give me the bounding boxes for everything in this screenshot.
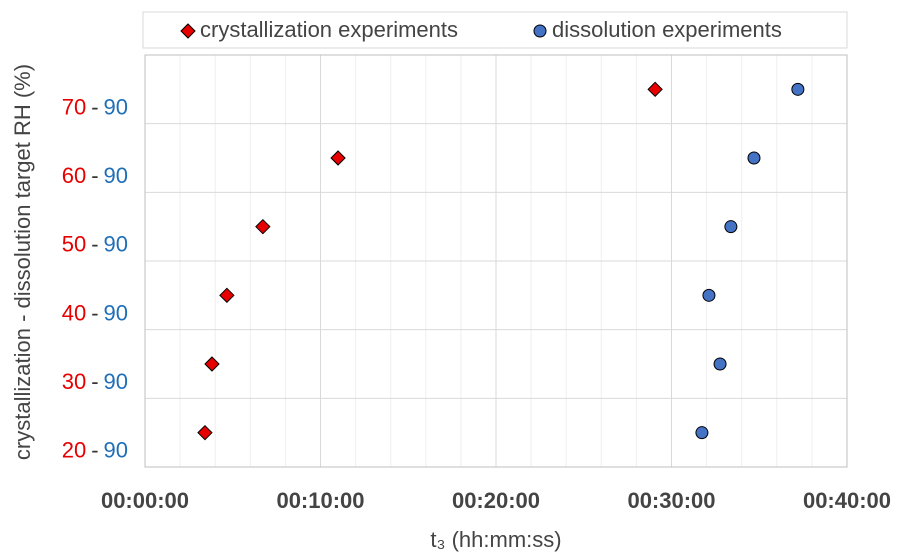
y-tick-label: 40-90 — [62, 300, 128, 325]
y-tick-label-part: 30 — [62, 369, 86, 394]
data-point — [702, 288, 716, 302]
data-point — [724, 220, 738, 234]
data-point — [204, 356, 220, 372]
data-point — [713, 357, 727, 371]
data-point — [255, 218, 271, 235]
data-point — [747, 151, 761, 165]
x-tick-label: 00:20:00 — [452, 488, 540, 513]
y-tick-label-part: 90 — [104, 163, 128, 188]
y-tick-label: 70-90 — [62, 94, 128, 119]
y-tick-label-part: - — [91, 437, 98, 462]
y-tick-label-part: 20 — [62, 437, 86, 462]
legend-label: crystallization experiments — [200, 17, 458, 42]
y-tick-label-part: 60 — [62, 163, 86, 188]
y-tick-label-part: 50 — [62, 231, 86, 256]
y-tick-label-part: - — [91, 163, 98, 188]
y-tick-label-part: 90 — [104, 231, 128, 256]
y-tick-label-part: 90 — [104, 94, 128, 119]
y-tick-label-part: 40 — [62, 300, 86, 325]
data-point — [647, 81, 663, 98]
data-point — [219, 287, 235, 304]
x-tick-label: 00:30:00 — [627, 488, 715, 513]
y-tick-label-part: 70 — [62, 94, 86, 119]
x-tick-label: 00:10:00 — [276, 488, 364, 513]
x-axis-title: t₃ (hh:mm:ss) — [430, 527, 561, 552]
data-point — [533, 24, 547, 38]
data-point — [695, 426, 709, 440]
data-point — [197, 424, 213, 441]
data-point — [180, 23, 196, 39]
y-tick-label-part: 90 — [104, 300, 128, 325]
y-axis-title: crystallization - dissolution target RH … — [10, 64, 35, 460]
y-tick-label-part: - — [91, 94, 98, 119]
y-tick-label: 60-90 — [62, 163, 128, 188]
y-tick-label-part: - — [91, 369, 98, 394]
data-point — [330, 150, 346, 166]
y-tick-label-part: 90 — [104, 437, 128, 462]
legend-box — [142, 11, 848, 49]
x-tick-label: 00:40:00 — [803, 488, 891, 513]
y-tick-label: 30-90 — [62, 369, 128, 394]
y-tick-label-part: - — [91, 231, 98, 256]
data-point — [791, 82, 805, 96]
y-tick-label-part: - — [91, 300, 98, 325]
y-tick-label: 20-90 — [62, 437, 128, 462]
legend-label: dissolution experiments — [552, 17, 782, 42]
plot-border — [144, 54, 848, 468]
y-tick-label-part: 90 — [104, 369, 128, 394]
y-tick-label: 50-90 — [62, 231, 128, 256]
x-tick-label: 00:00:00 — [101, 488, 189, 513]
